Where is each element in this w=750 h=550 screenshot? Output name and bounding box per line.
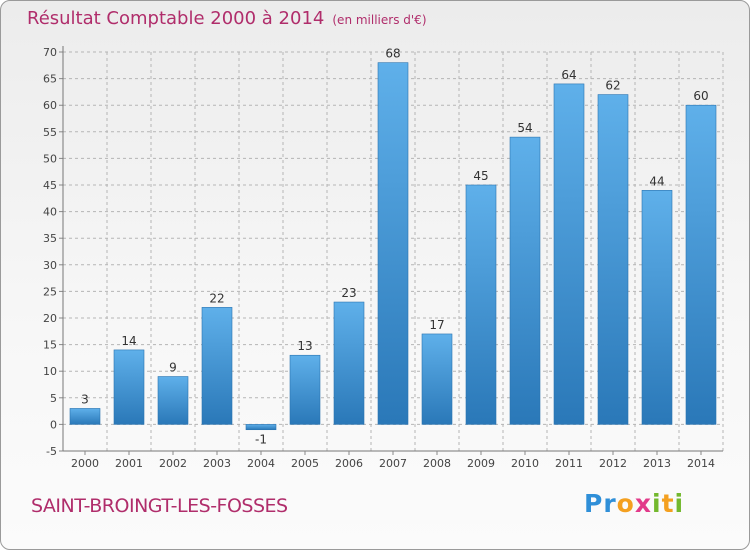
- data-label: 9: [169, 361, 177, 375]
- bar-2011: [553, 83, 585, 425]
- y-tick-label: 25: [43, 285, 57, 298]
- y-tick-label: 20: [43, 312, 57, 325]
- bar-2014: [685, 104, 717, 425]
- bar-2003: [201, 307, 233, 425]
- x-tick-label: 2010: [511, 457, 539, 470]
- bar-2013: [641, 190, 673, 425]
- bar-2001: [113, 349, 145, 425]
- y-tick-label: 10: [43, 365, 57, 378]
- x-tick-label: 2002: [159, 457, 187, 470]
- x-tick-label: 2011: [555, 457, 583, 470]
- x-tick-label: 2014: [687, 457, 715, 470]
- data-label: 44: [649, 174, 664, 188]
- bar-2009: [465, 184, 497, 425]
- data-label: 60: [693, 89, 708, 103]
- bar-2000: [69, 408, 101, 425]
- y-tick-label: 55: [43, 126, 57, 139]
- x-tick-label: 2007: [379, 457, 407, 470]
- bars: [69, 62, 717, 431]
- data-label: 54: [517, 121, 532, 135]
- y-tick-label: 5: [50, 392, 57, 405]
- bar-2012: [597, 94, 629, 425]
- data-label: 64: [561, 68, 576, 82]
- x-tick-label: 2012: [599, 457, 627, 470]
- data-label: 62: [605, 79, 620, 93]
- y-tick-label: 65: [43, 73, 57, 86]
- x-tick-label: 2013: [643, 457, 671, 470]
- y-tick-label: 35: [43, 232, 57, 245]
- chart-subtitle: (en milliers d'€): [332, 13, 427, 27]
- y-tick-label: 60: [43, 99, 57, 112]
- x-tick-label: 2000: [71, 457, 99, 470]
- x-tick-label: 2001: [115, 457, 143, 470]
- y-tick-label: 30: [43, 259, 57, 272]
- bar-2004: [245, 424, 277, 431]
- y-tick-label: 70: [43, 46, 57, 59]
- data-label: 3: [81, 392, 89, 406]
- y-tick-label: 40: [43, 206, 57, 219]
- chart-title-block: Résultat Comptable 2000 à 2014 (en millie…: [27, 8, 427, 29]
- bar-2010: [509, 136, 541, 425]
- data-label: -1: [255, 433, 267, 447]
- bar-2008: [421, 333, 453, 425]
- x-tick-label: 2004: [247, 457, 275, 470]
- x-tick-label: 2009: [467, 457, 495, 470]
- x-tick-label: 2008: [423, 457, 451, 470]
- data-label: 45: [473, 169, 488, 183]
- data-label: 68: [385, 47, 400, 61]
- data-label: 22: [209, 291, 224, 305]
- x-tick-label: 2005: [291, 457, 319, 470]
- chart-title: Résultat Comptable 2000 à 2014: [27, 8, 325, 29]
- proxiti-logo[interactable]: Proxiti: [584, 489, 685, 518]
- data-label: 14: [121, 334, 136, 348]
- x-tick-label: 2006: [335, 457, 363, 470]
- y-tick-label: 45: [43, 179, 57, 192]
- data-label: 13: [297, 339, 312, 353]
- data-labels: 3 14 9 22 -1 13 23 68 17 45 54 64 62 44 60: [81, 47, 708, 447]
- y-tick-label: 0: [50, 418, 57, 431]
- axes: -5 0 5 10 15 20 25 30 35 40 45 50 55 60 65 70 2000 2001 20…: [43, 46, 723, 470]
- data-label: 17: [429, 318, 444, 332]
- bar-2006: [333, 301, 365, 425]
- town-name: SAINT-BROINGT-LES-FOSSES: [31, 495, 288, 517]
- x-tick-label: 2003: [203, 457, 231, 470]
- bar-2005: [289, 354, 321, 425]
- y-tick-label: 15: [43, 339, 57, 352]
- bar-2007: [377, 62, 409, 425]
- bar-2002: [157, 376, 189, 425]
- data-label: 23: [341, 286, 356, 300]
- y-tick-label: 50: [43, 152, 57, 165]
- y-tick-label: -5: [46, 445, 57, 458]
